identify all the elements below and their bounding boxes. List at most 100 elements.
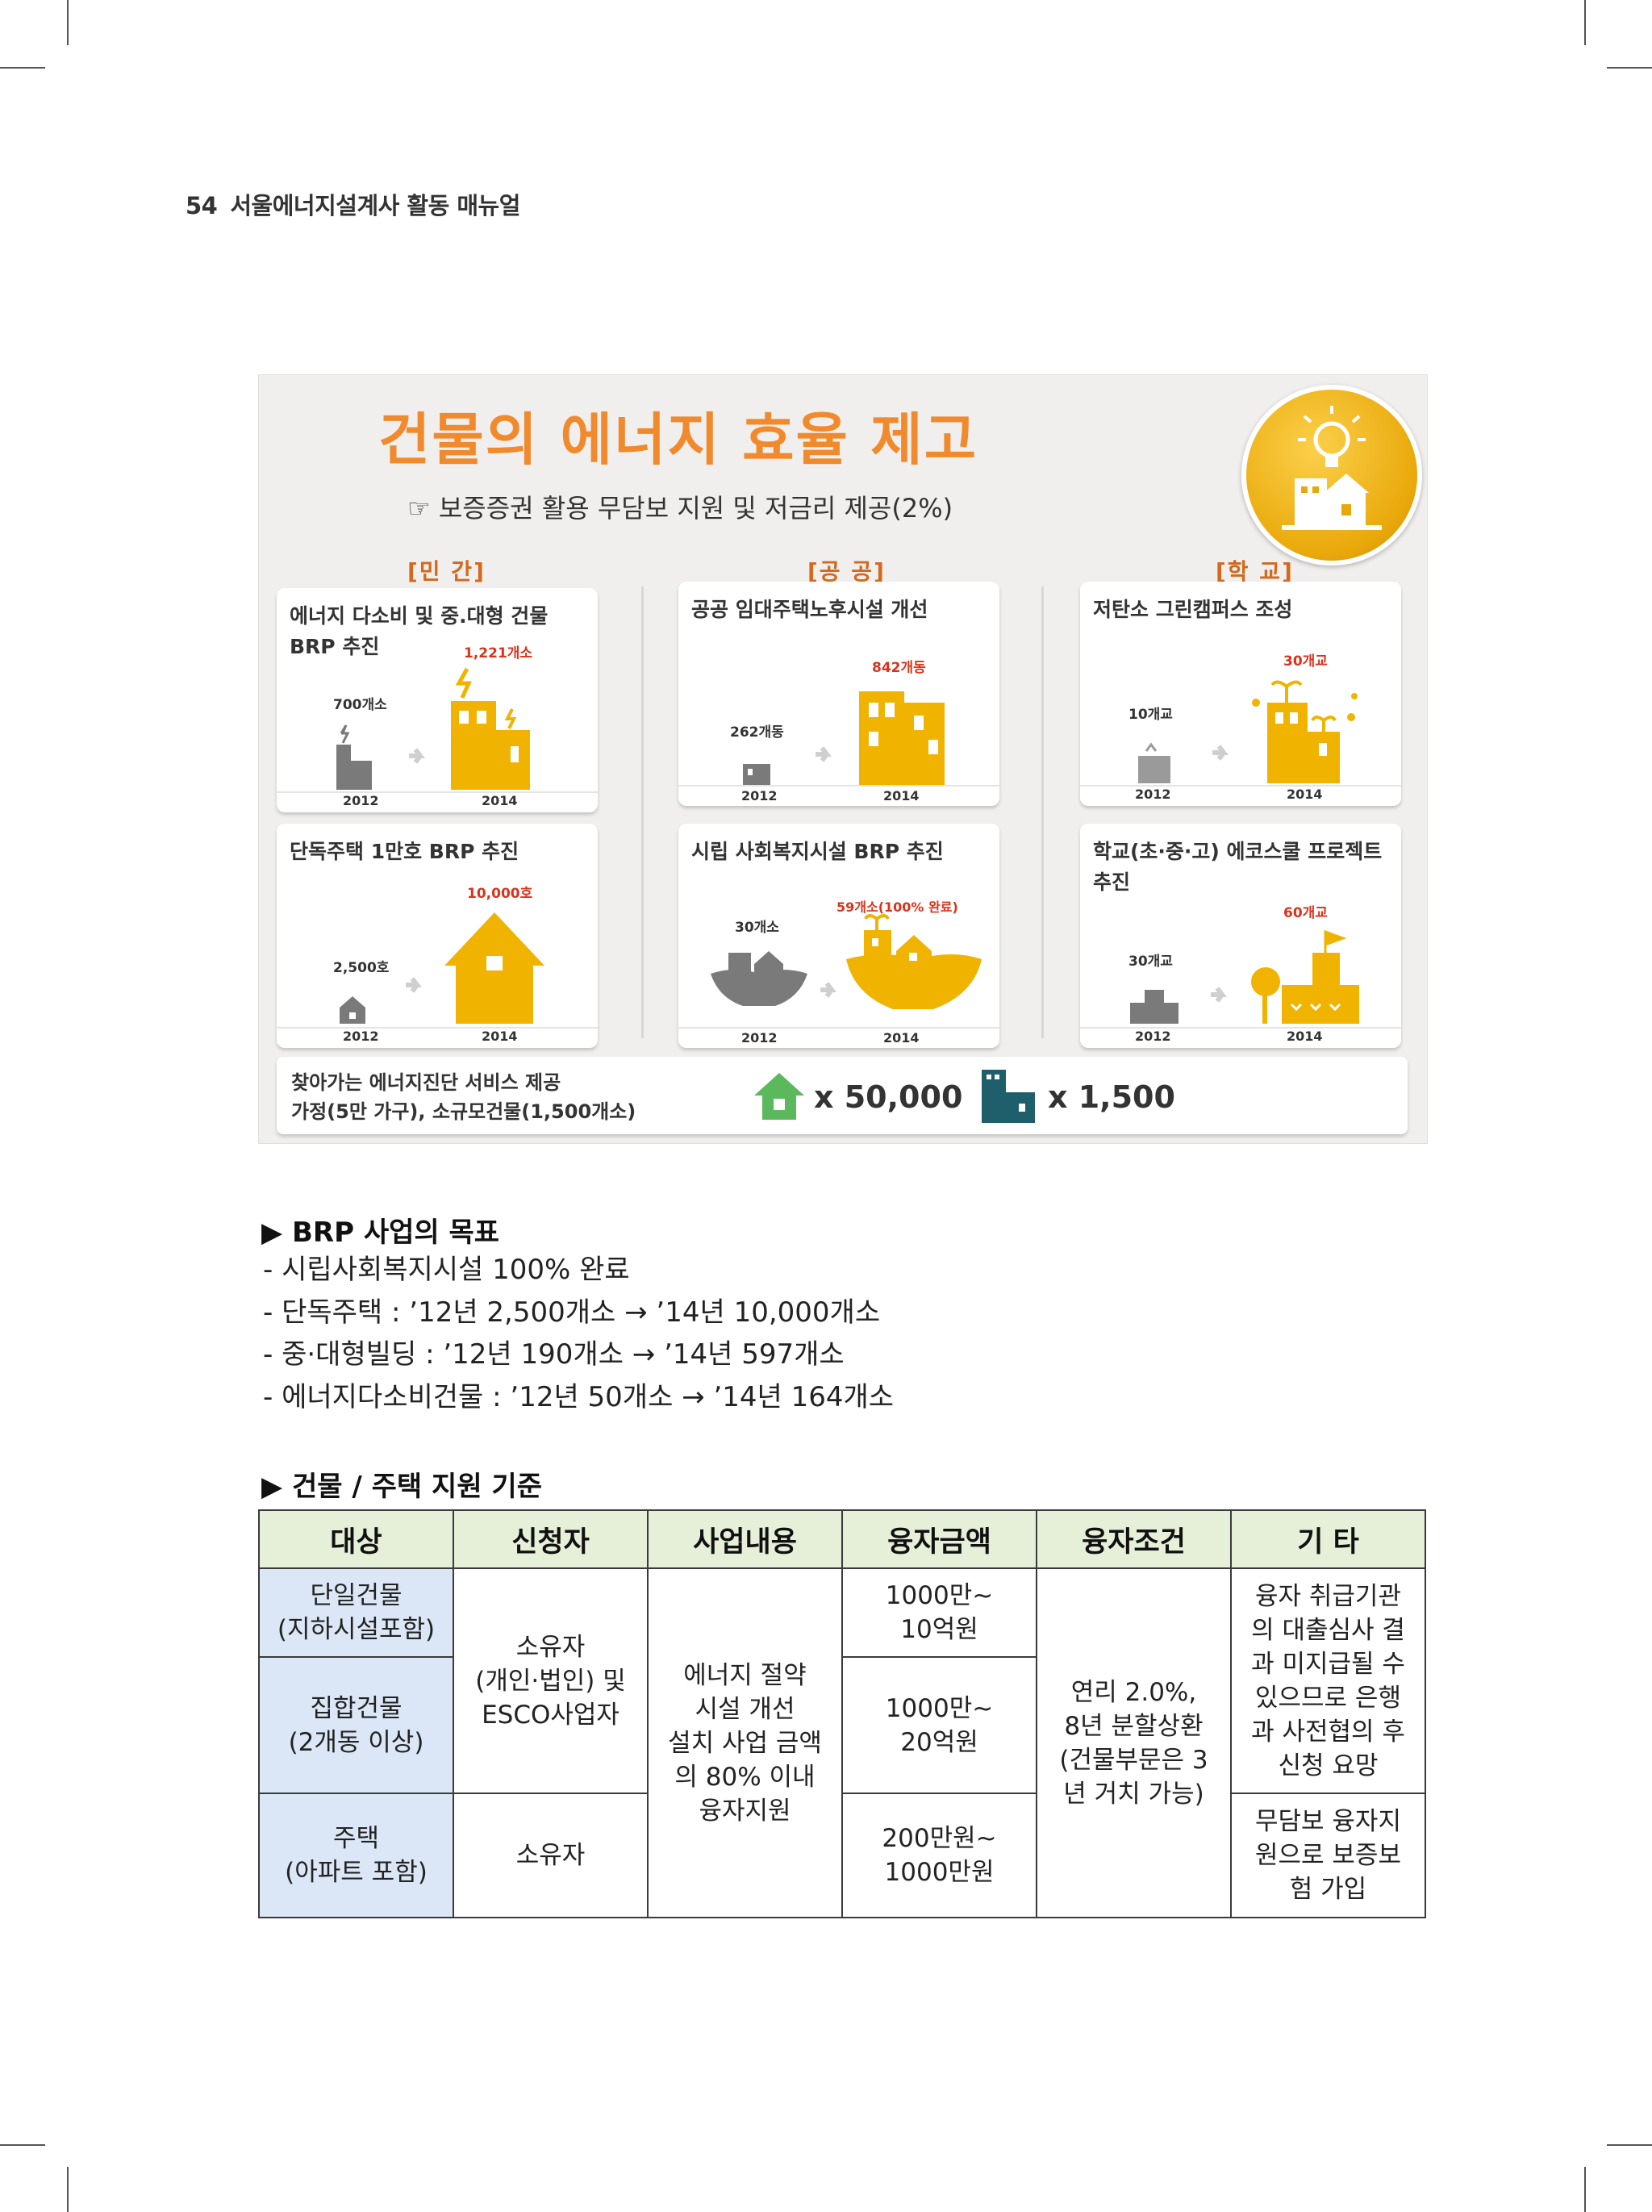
before-count: 262개동 — [730, 724, 784, 741]
amount-single: 1000만~ 10억원 — [841, 1567, 1037, 1658]
infographic-panel: 건물의 에너지 효율 제고 ☞ 보증증권 활용 무담보 지원 및 저금리 제공(… — [258, 374, 1428, 1144]
year-before: 2012 — [343, 793, 379, 808]
card-title: 학교(초·중·고) 에코스쿨 프로젝트 추진 — [1093, 840, 1383, 894]
crop-mark — [1584, 0, 1586, 45]
col-header-content: 사업내용 — [647, 1509, 843, 1569]
after-count: 1,221개소 — [464, 645, 533, 662]
year-after: 2014 — [482, 1029, 518, 1044]
list-item: - 시립사회복지시설 100% 완료 — [263, 1254, 630, 1286]
table-row: 단일건물 (지하시설포함) 소유자 (개인·법인) 및 ESCO사업자 에너지 … — [258, 1567, 1426, 1918]
goals-list: - 시립사회복지시설 100% 완료 - 단독주택 : ’12년 2,500개소… — [263, 1249, 894, 1418]
running-header: 54 서울에너지설계사 활동 매뉴얼 — [186, 187, 520, 221]
column-divider — [1041, 586, 1044, 1038]
diagnosis-line-1: 찾아가는 에너지진단 서비스 제공 — [291, 1071, 561, 1094]
support-table: 대상 신청자 사업내용 융자금액 융자조건 기 타 단일건물 (지하시설포함) … — [258, 1509, 1426, 1918]
before-count: 700개소 — [333, 697, 387, 713]
year-after: 2014 — [482, 793, 518, 808]
loan-condition: 연리 2.0%, 8년 분할상환 (건물부문은 3 년 거치 가능) — [1036, 1567, 1232, 1918]
table-header-row: 대상 신청자 사업내용 융자금액 융자조건 기 타 — [258, 1509, 1426, 1569]
welfare-growth-icon — [678, 914, 999, 1029]
school-growth-icon — [1080, 929, 1401, 1029]
after-count: 59개소(100% 완료) — [836, 899, 958, 915]
crop-mark — [67, 0, 69, 45]
card-title: 저탄소 그린캠퍼스 조성 — [1093, 598, 1293, 621]
list-item: - 단독주택 : ’12년 2,500개소 → ’14년 10,000개소 — [263, 1296, 881, 1329]
applicant-owner-esco: 소유자 (개인·법인) 및 ESCO사업자 — [453, 1567, 649, 1794]
year-after: 2014 — [1287, 1029, 1323, 1044]
amount-house: 200만원~ 1000만원 — [841, 1793, 1037, 1918]
card-large-buildings: 에너지 다소비 및 중.대형 건물 BRP 추진 700개소 1,221개소 2… — [277, 588, 598, 812]
list-item: - 중·대형빌딩 : ’12년 190개소 → ’14년 597개소 — [263, 1338, 845, 1371]
crop-mark — [1584, 2167, 1586, 2212]
energy-diagnosis-text: 찾아가는 에너지진단 서비스 제공 가정(5만 가구), 소규모건물(1,500… — [291, 1068, 636, 1126]
year-before: 2012 — [741, 1030, 778, 1045]
home-count: x 50,000 — [814, 1079, 963, 1115]
manual-title: 서울에너지설계사 활동 매뉴얼 — [230, 192, 520, 219]
diagnosis-line-2: 가정(5만 가구), 소규모건물(1,500개소) — [291, 1100, 636, 1123]
year-after: 2014 — [1287, 787, 1323, 802]
etc-note-buildings: 융자 취급기관 의 대출심사 결 과 미지급될 수 있으므로 은행 과 사전협의… — [1230, 1567, 1426, 1794]
col-header-applicant: 신청자 — [453, 1509, 649, 1569]
campus-growth-icon — [1080, 680, 1401, 787]
lightbulb-building-icon — [1241, 385, 1422, 566]
card-public-housing: 공공 임대주택노후시설 개선 262개동 842개동 2012 2014 — [678, 582, 999, 806]
column-divider — [641, 586, 644, 1038]
year-after: 2014 — [883, 788, 920, 803]
col-header-target: 대상 — [258, 1509, 454, 1569]
table-row: 주택 (아파트 포함) 소유자 200만원~ 1000만원 무담보 융자지 원으… — [258, 1793, 1426, 1918]
card-eco-school: 학교(초·중·고) 에코스쿨 프로젝트 추진 30개교 60개교 2012 20… — [1080, 824, 1401, 1048]
house-growth-icon — [277, 912, 598, 1029]
after-count: 842개동 — [872, 660, 926, 676]
before-count: 10개교 — [1128, 707, 1173, 723]
target-single-building: 단일건물 (지하시설포함) — [258, 1567, 454, 1658]
card-title: 에너지 다소비 및 중.대형 건물 BRP 추진 — [290, 604, 549, 658]
before-count: 30개소 — [735, 920, 779, 936]
card-detached-houses: 단독주택 1만호 BRP 추진 2,500호 10,000호 2012 2014 — [277, 824, 598, 1048]
page-number: 54 — [186, 192, 218, 219]
before-count: 30개교 — [1128, 954, 1173, 970]
year-after: 2014 — [883, 1030, 920, 1045]
infographic-title: 건물의 에너지 효율 제고 — [378, 407, 978, 473]
col-header-etc: 기 타 — [1230, 1509, 1426, 1569]
target-multi-building: 집합건물 (2개동 이상) — [258, 1656, 454, 1794]
target-house: 주택 (아파트 포함) — [258, 1793, 454, 1918]
card-title: 단독주택 1만호 BRP 추진 — [290, 840, 519, 863]
apartment-growth-icon — [678, 691, 999, 787]
crop-mark — [1607, 2144, 1652, 2146]
crop-mark — [0, 2144, 45, 2146]
section-label-public: [공 공] — [807, 558, 886, 585]
home-icon — [754, 1073, 804, 1120]
applicant-owner: 소유자 — [453, 1793, 649, 1918]
col-header-condition: 융자조건 — [1036, 1509, 1232, 1569]
year-before: 2012 — [1135, 787, 1171, 802]
year-before: 2012 — [741, 788, 778, 803]
crop-mark — [67, 2167, 69, 2212]
after-count: 10,000호 — [467, 886, 533, 902]
after-count: 60개교 — [1283, 905, 1328, 921]
card-title: 시립 사회복지시설 BRP 추진 — [691, 840, 944, 863]
building-count: x 1,500 — [1048, 1079, 1175, 1115]
col-header-amount: 융자금액 — [841, 1509, 1037, 1569]
card-green-campus: 저탄소 그린캠퍼스 조성 10개교 30개교 2012 2014 — [1080, 582, 1401, 806]
project-content: 에너지 절약 시설 개선 설치 사업 금액 의 80% 이내 융자지원 — [647, 1567, 843, 1918]
support-heading: ▶ 건물 / 주택 지원 기준 — [261, 1471, 542, 1503]
before-count: 2,500호 — [333, 960, 390, 976]
card-title: 공공 임대주택노후시설 개선 — [691, 598, 928, 621]
year-before: 2012 — [343, 1029, 379, 1044]
section-label-school: [학 교] — [1216, 558, 1294, 585]
building-growth-icon — [277, 667, 598, 793]
after-count: 30개교 — [1283, 653, 1328, 670]
table-row: 집합건물 (2개동 이상) 1000만~ 20억원 — [258, 1656, 1425, 1794]
etc-note-house: 무담보 융자지 원으로 보증보 험 가입 — [1230, 1793, 1426, 1918]
energy-diagnosis-bar: 찾아가는 에너지진단 서비스 제공 가정(5만 가구), 소규모건물(1,500… — [277, 1057, 1408, 1134]
building-icon — [982, 1070, 1035, 1123]
amount-multi: 1000만~ 20억원 — [841, 1656, 1037, 1794]
crop-mark — [0, 67, 45, 69]
goals-heading: ▶ BRP 사업의 목표 — [261, 1217, 500, 1249]
infographic-subtitle: ☞ 보증증권 활용 무담보 지원 및 저금리 제공(2%) — [407, 493, 953, 524]
section-label-private: [민 간] — [407, 558, 486, 585]
list-item: - 에너지다소비건물 : ’12년 50개소 → ’14년 164개소 — [263, 1380, 895, 1413]
crop-mark — [1607, 67, 1652, 69]
card-welfare-facilities: 시립 사회복지시설 BRP 추진 30개소 59개소(100% 완료) 2012… — [678, 824, 999, 1048]
year-before: 2012 — [1135, 1029, 1171, 1044]
